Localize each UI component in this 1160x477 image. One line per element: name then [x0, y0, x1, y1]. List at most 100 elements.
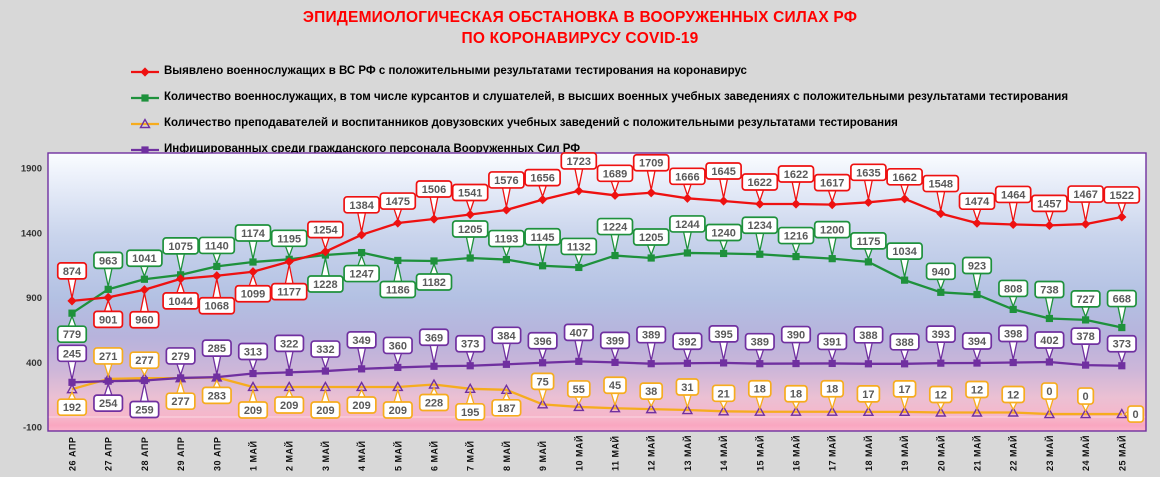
- diamond-marker-icon: [103, 292, 113, 302]
- label-value: 1224: [603, 222, 628, 234]
- diamond-marker-icon: [284, 257, 294, 267]
- diamond-marker-icon: [972, 218, 982, 228]
- chart-title: ЭПИДЕМИОЛОГИЧЕСКАЯ ОБСТАНОВКА В ВООРУЖЕН…: [0, 7, 1160, 49]
- square-marker-icon: [683, 249, 691, 257]
- square-marker-icon: [1082, 316, 1090, 324]
- label-value: 901: [99, 314, 117, 326]
- diamond-marker-icon: [827, 200, 837, 210]
- legend-item-orange: Количество преподавателей и воспитаннико…: [130, 110, 1068, 136]
- triangle-marker-icon: [609, 402, 621, 413]
- label-box: [491, 398, 522, 417]
- chart-title-line1: ЭПИДЕМИОЛОГИЧЕСКАЯ ОБСТАНОВКА В ВООРУЖЕН…: [302, 9, 858, 26]
- x-tick-label: 11 МАЙ: [610, 436, 621, 471]
- square-marker-icon: [68, 378, 76, 386]
- label-box: [925, 325, 956, 344]
- data-label-green: 1228: [307, 257, 344, 293]
- square-marker-icon: [828, 255, 836, 263]
- label-box: [415, 180, 453, 198]
- label-value: 1200: [820, 225, 844, 237]
- data-label-green: 1075: [162, 236, 199, 272]
- data-label-green: 1041: [126, 249, 163, 279]
- label-value: 209: [244, 405, 262, 417]
- label-box: [237, 342, 269, 361]
- x-tick-label: 12 МАЙ: [646, 435, 657, 471]
- square-marker-icon: [973, 290, 981, 299]
- label-box: [632, 228, 670, 246]
- label-value: 738: [1040, 284, 1058, 296]
- label-box: [382, 401, 413, 419]
- label-value: 1622: [748, 177, 772, 189]
- label-value: 313: [244, 347, 262, 359]
- data-label-red: 1475: [379, 192, 417, 223]
- data-label-orange: 38: [639, 382, 664, 408]
- legend-label-green: Количество военнослужащих, в том числе к…: [164, 91, 1069, 103]
- legend-swatch-green-icon: [131, 94, 159, 102]
- triangle-marker-icon: [536, 398, 549, 409]
- label-value: 392: [678, 336, 696, 348]
- label-value: 18: [754, 384, 766, 396]
- data-label-orange: 31: [675, 378, 700, 410]
- square-marker-icon: [539, 262, 547, 270]
- data-label-orange: 12: [1001, 385, 1026, 411]
- label-box: [961, 332, 993, 350]
- square-marker-icon: [249, 369, 257, 378]
- label-value: 923: [968, 261, 986, 273]
- label-box: [741, 173, 779, 191]
- data-label-orange: 17: [856, 384, 881, 411]
- label-value: 1522: [1110, 190, 1134, 202]
- data-label-purple: 322: [274, 334, 305, 370]
- square-marker-icon: [285, 368, 293, 376]
- data-label-orange: 228: [418, 386, 450, 412]
- square-marker-icon: [937, 288, 945, 296]
- legend-swatch-orange-icon: [131, 118, 159, 129]
- orange-triangle-line-icon: [130, 117, 160, 129]
- label-box: [853, 325, 884, 344]
- data-label-purple: 369: [418, 328, 450, 364]
- data-label-purple: 391: [817, 332, 848, 363]
- data-label-purple: 313: [237, 342, 269, 373]
- label-box: [961, 256, 993, 275]
- label-value: 1464: [1001, 189, 1026, 201]
- square-marker-icon: [575, 263, 583, 272]
- data-label-purple: 373: [1106, 334, 1137, 365]
- label-value: 1216: [784, 231, 808, 243]
- label-value: 393: [932, 329, 950, 341]
- x-tick-label: 5 МАЙ: [392, 441, 403, 471]
- x-tick-label: 29 АПР: [176, 437, 186, 471]
- label-value: 0: [1046, 386, 1052, 398]
- label-value: 369: [425, 332, 443, 344]
- label-box: [777, 165, 815, 183]
- data-label-orange: 45: [603, 376, 627, 408]
- data-label-purple: 396: [527, 331, 558, 362]
- label-box: [346, 396, 377, 414]
- label-box: [56, 325, 88, 344]
- data-label-purple: 388: [853, 325, 884, 361]
- data-label-purple: 407: [563, 323, 594, 359]
- legend-label-red: Выявлено военнослужащих в ВС РФ с положи…: [164, 65, 747, 77]
- label-value: 209: [280, 400, 298, 412]
- square-marker-icon: [683, 359, 691, 367]
- triangle-marker-icon: [681, 404, 694, 415]
- data-label-purple: 285: [201, 339, 232, 375]
- data-label-orange: 209: [310, 387, 341, 419]
- label-value: 349: [352, 335, 370, 347]
- data-label-orange: 0: [1123, 405, 1145, 423]
- square-marker-icon: [141, 94, 149, 102]
- data-label-green: 1205: [632, 228, 670, 257]
- data-label-red: 1617: [813, 173, 851, 204]
- square-marker-icon: [466, 254, 474, 262]
- label-box: [126, 249, 163, 268]
- data-label-red: 1099: [234, 272, 272, 303]
- label-value: 1474: [965, 196, 990, 208]
- x-tick-label: 1 МАЙ: [248, 441, 259, 471]
- square-marker-icon: [358, 248, 366, 257]
- label-value: 1068: [205, 301, 229, 313]
- data-label-purple: 360: [382, 336, 413, 367]
- square-marker-icon: [901, 360, 909, 368]
- data-label-purple: 245: [56, 344, 88, 380]
- diamond-marker-icon: [212, 271, 222, 281]
- data-label-purple: 254: [93, 382, 124, 413]
- label-box: [669, 167, 706, 186]
- y-tick-label: 900: [26, 293, 42, 304]
- data-label-orange: 12: [928, 385, 953, 411]
